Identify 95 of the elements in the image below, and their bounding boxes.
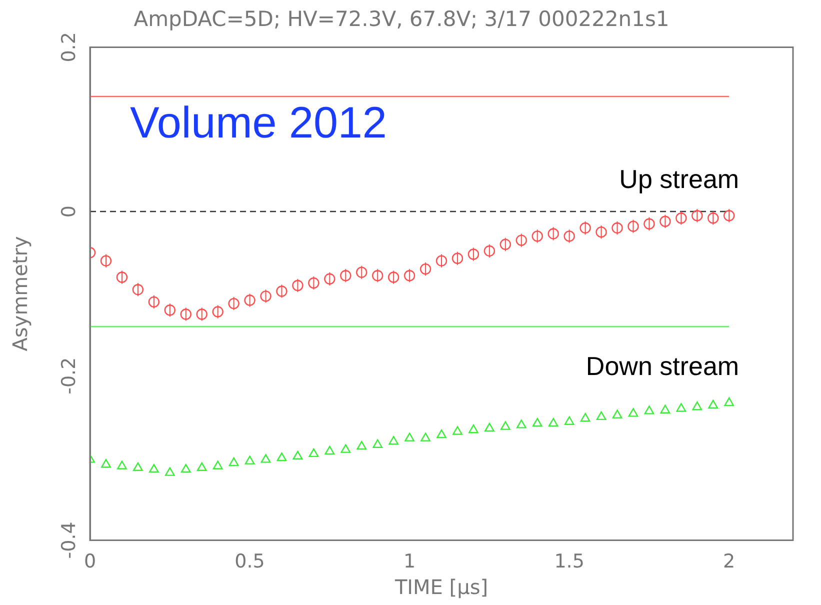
point bbox=[564, 416, 574, 425]
x-tick-label: 1 bbox=[404, 550, 416, 573]
point bbox=[628, 408, 638, 417]
x-axis-title: TIME [μs] bbox=[394, 575, 488, 600]
point bbox=[308, 448, 319, 458]
point bbox=[148, 464, 159, 473]
point bbox=[372, 270, 384, 282]
y-tick-label: -0.2 bbox=[58, 357, 80, 394]
point bbox=[356, 440, 367, 450]
point bbox=[101, 459, 111, 468]
point bbox=[116, 272, 128, 283]
point bbox=[596, 226, 607, 238]
point bbox=[676, 403, 686, 412]
x-tick-label: 2 bbox=[723, 550, 736, 573]
point bbox=[260, 454, 271, 463]
point bbox=[548, 418, 558, 427]
x-tick-label: 0 bbox=[84, 550, 96, 573]
point bbox=[356, 266, 368, 278]
point bbox=[596, 411, 606, 420]
point bbox=[612, 222, 623, 234]
point bbox=[324, 273, 336, 285]
point bbox=[580, 222, 591, 234]
point bbox=[404, 270, 416, 282]
point bbox=[708, 212, 719, 224]
point bbox=[420, 432, 430, 442]
point bbox=[516, 234, 527, 246]
point bbox=[644, 406, 654, 414]
point bbox=[580, 412, 590, 422]
point bbox=[276, 452, 287, 462]
point bbox=[612, 410, 622, 418]
point bbox=[692, 401, 702, 410]
point bbox=[708, 400, 718, 409]
point bbox=[180, 464, 191, 473]
point bbox=[133, 462, 143, 471]
point bbox=[292, 280, 304, 292]
point bbox=[724, 397, 734, 406]
point bbox=[292, 450, 303, 460]
series-label: Up stream bbox=[619, 164, 740, 194]
point bbox=[452, 426, 462, 435]
point bbox=[532, 230, 543, 242]
point bbox=[308, 277, 320, 289]
point bbox=[436, 429, 446, 438]
point bbox=[228, 457, 239, 466]
point bbox=[628, 220, 639, 232]
x-tick-label: 1.5 bbox=[554, 550, 584, 573]
point bbox=[723, 210, 735, 222]
point bbox=[244, 456, 255, 464]
point bbox=[404, 432, 414, 442]
point bbox=[180, 308, 192, 320]
point bbox=[388, 436, 398, 445]
point bbox=[164, 304, 176, 316]
chart-title: AmpDAC=5D; HV=72.3V, 67.8V; 3/17 000222n1s1 bbox=[134, 7, 670, 32]
point bbox=[324, 446, 335, 455]
point bbox=[388, 272, 400, 283]
point bbox=[436, 255, 448, 266]
y-tick-label: -0.4 bbox=[58, 522, 80, 559]
point bbox=[500, 238, 512, 250]
point bbox=[100, 255, 112, 266]
point bbox=[132, 284, 144, 296]
point bbox=[164, 467, 175, 476]
point bbox=[260, 290, 272, 302]
point bbox=[372, 439, 383, 448]
point bbox=[564, 230, 575, 242]
point bbox=[548, 228, 559, 240]
point bbox=[500, 421, 510, 430]
point bbox=[117, 460, 127, 470]
point bbox=[484, 422, 494, 432]
point bbox=[516, 420, 526, 428]
point bbox=[276, 286, 288, 297]
point bbox=[212, 306, 224, 318]
point bbox=[244, 294, 256, 306]
point bbox=[228, 298, 240, 310]
point bbox=[196, 462, 207, 471]
point bbox=[340, 444, 351, 453]
y-tick-label: 0 bbox=[58, 205, 80, 218]
point bbox=[660, 216, 671, 227]
point bbox=[676, 212, 687, 224]
point bbox=[692, 210, 703, 222]
y-axis-title: Asymmetry bbox=[8, 236, 32, 352]
point bbox=[660, 404, 670, 414]
point bbox=[340, 270, 352, 282]
y-tick-label: 0.2 bbox=[58, 32, 80, 62]
point bbox=[148, 296, 160, 308]
point bbox=[196, 308, 208, 320]
point bbox=[644, 218, 655, 230]
point bbox=[452, 252, 464, 264]
point bbox=[468, 424, 478, 434]
point bbox=[468, 248, 480, 260]
x-tick-label: 0.5 bbox=[234, 550, 265, 573]
point bbox=[484, 245, 496, 257]
series-label: Down stream bbox=[586, 351, 740, 382]
point bbox=[420, 263, 432, 275]
point bbox=[532, 418, 542, 427]
annotation: Volume 2012 bbox=[130, 98, 387, 148]
point bbox=[212, 460, 223, 470]
